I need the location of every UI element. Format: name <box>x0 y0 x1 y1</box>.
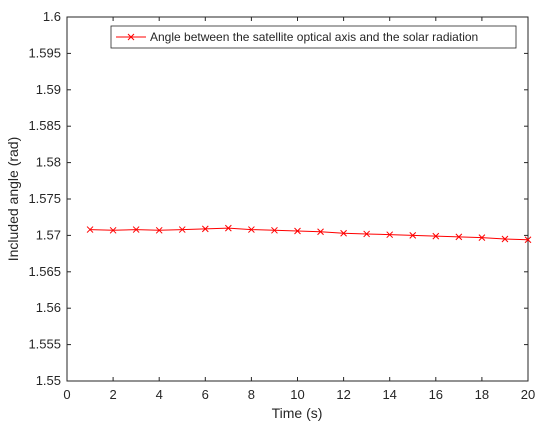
x-tick-label: 8 <box>248 387 255 402</box>
x-tick-label: 10 <box>290 387 304 402</box>
x-tick-label: 12 <box>336 387 350 402</box>
data-point-x-marker <box>455 233 463 241</box>
x-tick-label: 16 <box>429 387 443 402</box>
plot-area <box>66 16 529 382</box>
data-point-x-marker <box>317 228 324 236</box>
y-axis: 1.55 1.555 1.56 1.565 1.57 1.575 1.58 1.585 1.59… <box>28 9 528 388</box>
y-tick-label: 1.55 <box>36 373 61 388</box>
data-point-x-marker <box>109 226 117 234</box>
data-point-x-marker <box>409 232 417 239</box>
x-axis-label: Time (s) <box>272 405 323 421</box>
x-tick-label: 0 <box>63 387 70 402</box>
data-point-x-marker <box>294 227 301 235</box>
data-point-x-marker <box>248 226 255 233</box>
legend-x-marker <box>127 33 135 41</box>
data-point-x-marker <box>501 235 509 243</box>
x-tick-label: 4 <box>156 387 163 402</box>
x-tick-label: 6 <box>202 387 209 402</box>
x-axis: 0 2 4 6 8 10 12 14 16 18 20 <box>63 17 535 402</box>
y-tick-label: 1.59 <box>36 82 61 97</box>
x-tick-label: 18 <box>475 387 489 402</box>
data-point-x-marker <box>386 231 394 239</box>
y-tick-label: 1.56 <box>36 300 61 315</box>
y-tick-label: 1.565 <box>28 264 61 279</box>
y-tick-label: 1.595 <box>28 45 61 60</box>
data-point-x-marker <box>432 232 440 240</box>
y-tick-label: 1.6 <box>43 9 61 24</box>
data-point-x-marker <box>86 226 94 233</box>
legend-marker-path <box>127 33 135 41</box>
series-layer <box>86 224 532 244</box>
legend: Angle between the satellite optical axis… <box>110 25 517 49</box>
y-tick-label: 1.57 <box>36 227 61 242</box>
legend-box <box>110 25 517 49</box>
data-point-x-marker <box>478 234 486 241</box>
legend-label: Angle between the satellite optical axis… <box>150 30 478 44</box>
x-tick-label: 20 <box>521 387 535 402</box>
data-point-x-marker <box>363 230 371 238</box>
x-tick-label: 2 <box>109 387 116 402</box>
data-point-x-marker <box>155 226 163 234</box>
y-tick-label: 1.555 <box>28 337 61 352</box>
data-point-x-marker <box>201 225 209 233</box>
data-point-x-marker <box>340 229 347 237</box>
y-tick-label: 1.58 <box>36 155 61 170</box>
data-point-x-marker <box>271 226 278 234</box>
data-point-x-marker <box>178 226 186 233</box>
y-tick-label: 1.575 <box>28 191 61 206</box>
data-point-x-marker <box>524 236 532 244</box>
y-tick-label: 1.585 <box>28 118 61 133</box>
y-axis-label: Included angle (rad) <box>5 137 21 262</box>
data-point-x-marker <box>224 224 232 232</box>
x-tick-label: 14 <box>382 387 396 402</box>
data-point-x-marker <box>132 226 140 233</box>
series-line <box>90 227 529 241</box>
